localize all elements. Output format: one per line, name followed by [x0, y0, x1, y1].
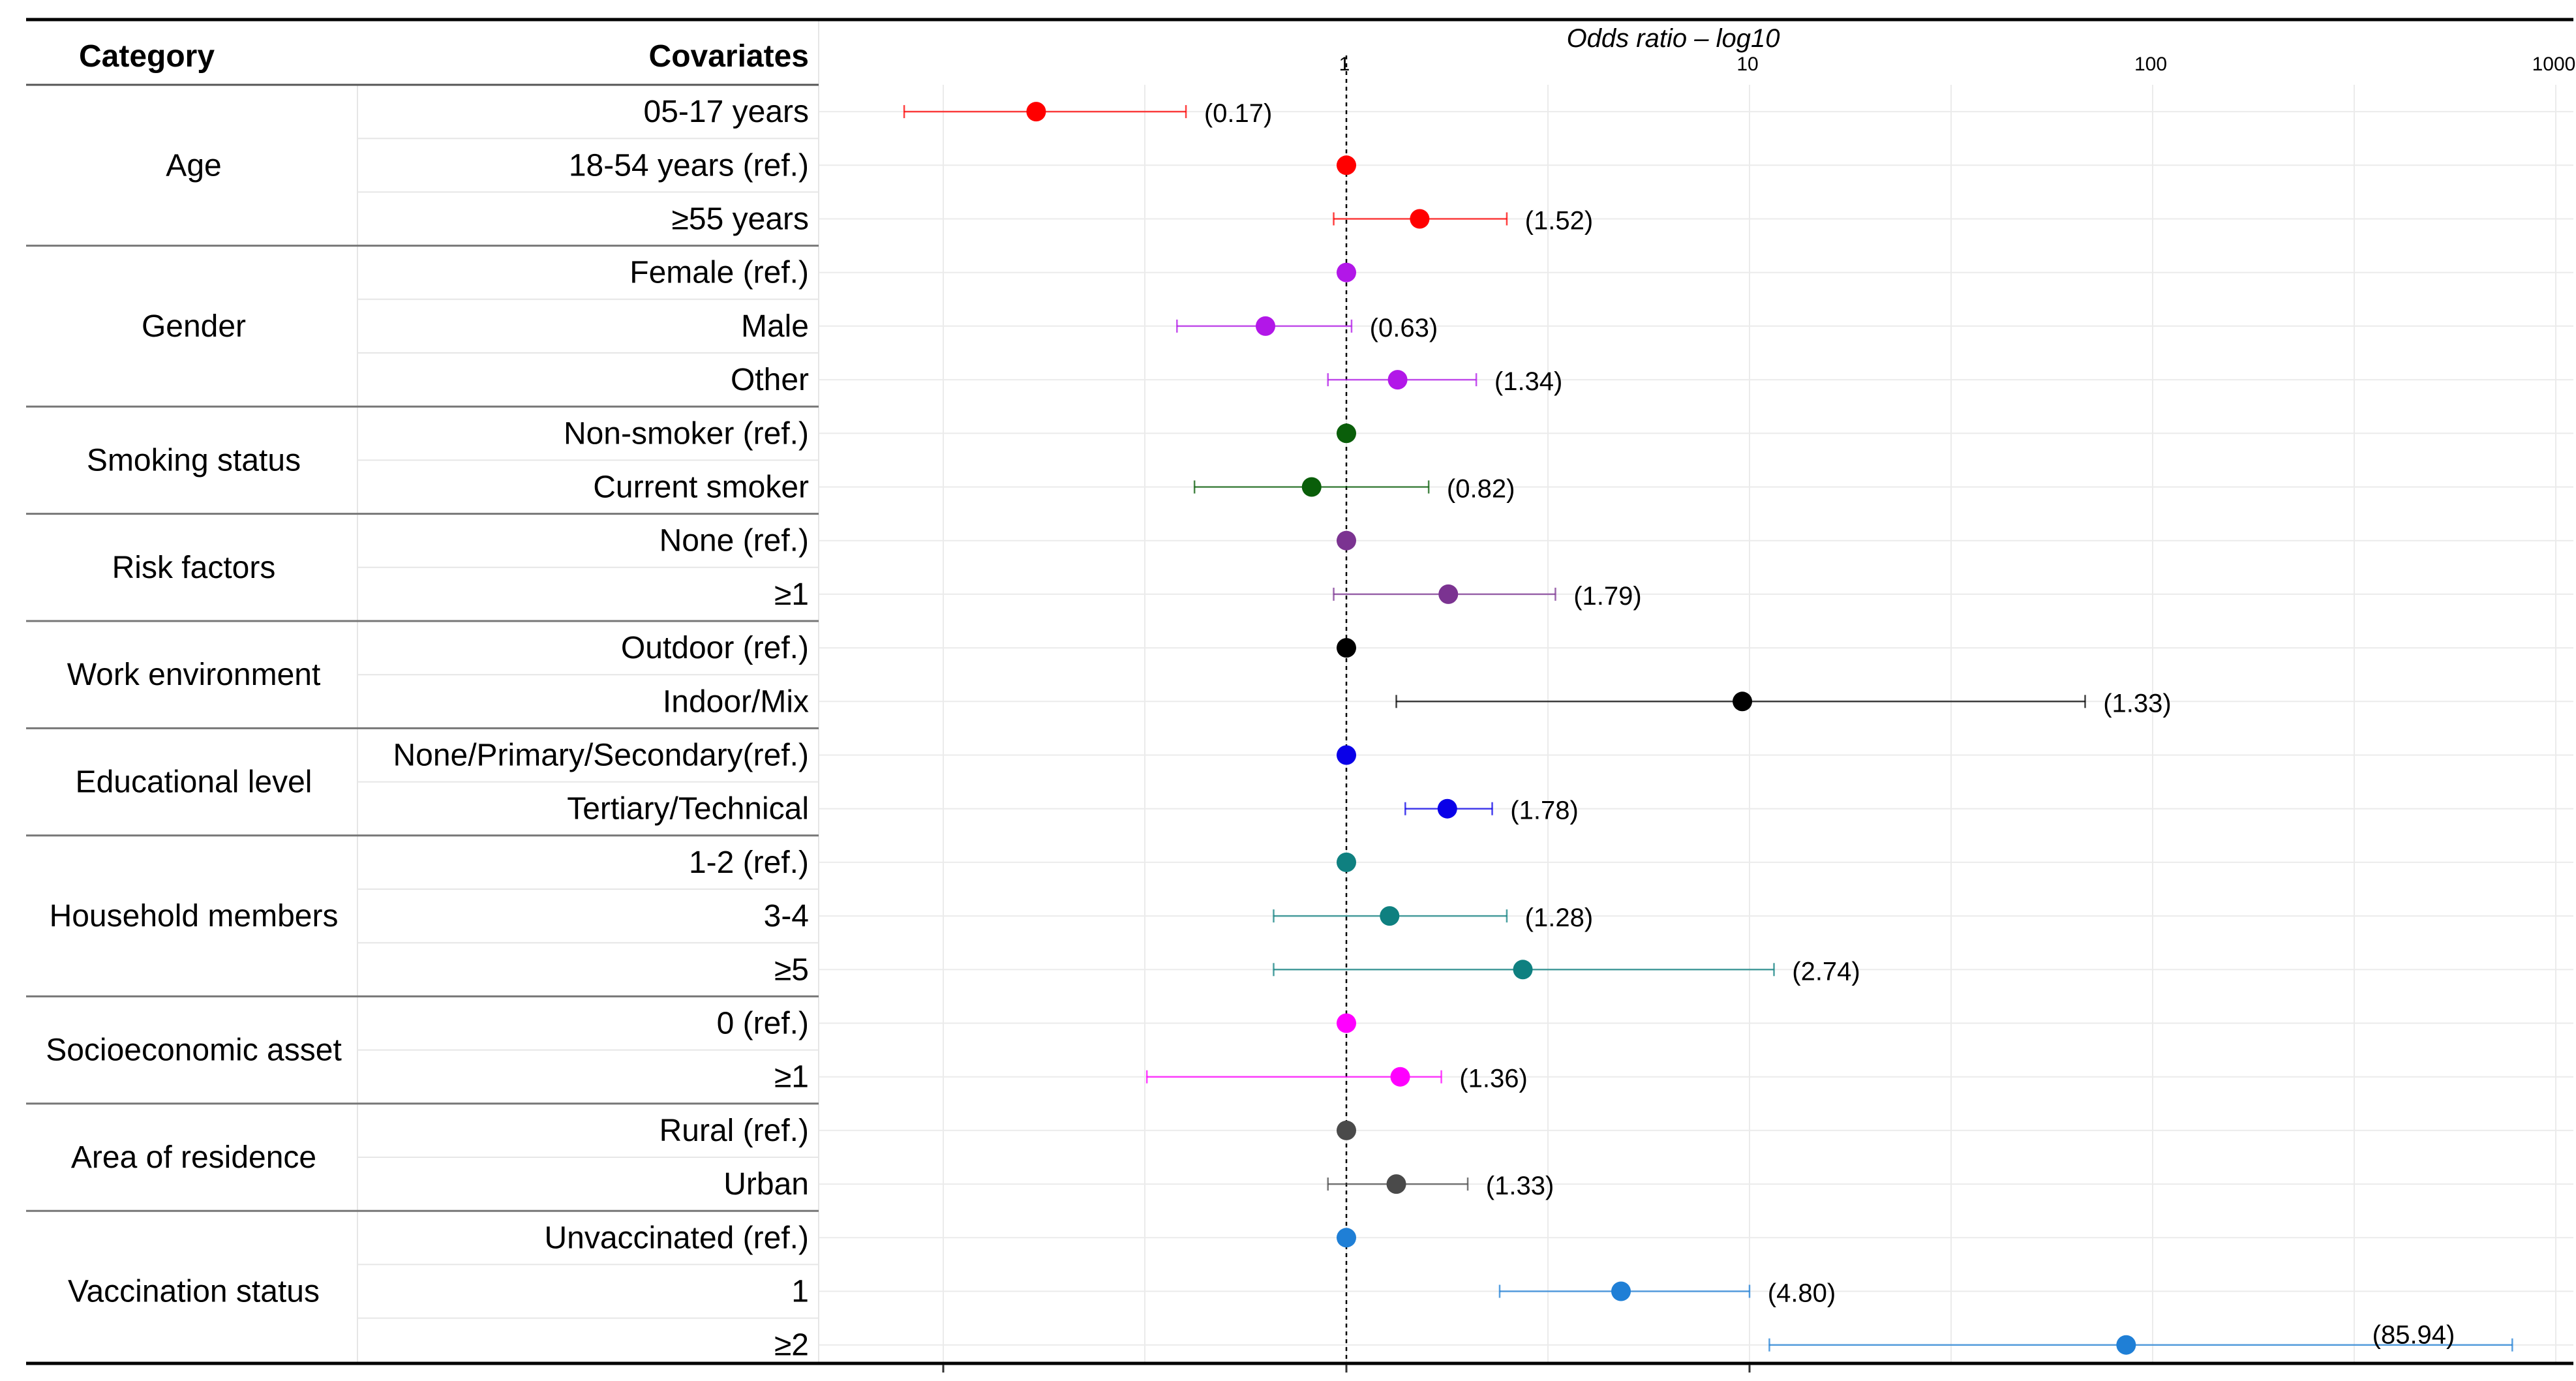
- covariate-label: Indoor/Mix: [663, 684, 809, 719]
- gridlines: [819, 85, 2573, 1363]
- group-work-environment: Work environment Outdoor (ref.) Indoor/Mix…: [67, 631, 2172, 719]
- category-label: Gender: [142, 309, 246, 344]
- covariate-label: 05-17 years: [644, 95, 809, 129]
- axis-title: Odds ratio – log10: [1567, 24, 1780, 53]
- covariate-label: Tertiary/Technical: [567, 792, 809, 827]
- x-tick-label: 1: [1339, 53, 1350, 75]
- covariate-label: 18-54 years (ref.): [569, 148, 809, 183]
- point-estimate: [1337, 745, 1356, 765]
- point-estimate: [1026, 102, 1046, 122]
- point-estimate: [1337, 1013, 1356, 1033]
- category-label: Smoking status: [87, 443, 301, 478]
- covariate-label: ≥5: [774, 952, 809, 987]
- value-label: (1.33): [1486, 1172, 1554, 1200]
- category-label: Vaccination status: [68, 1275, 320, 1309]
- covariate-label: ≥1: [774, 1060, 809, 1095]
- point-estimate: [1611, 1281, 1631, 1301]
- point-estimate: [1387, 370, 1408, 390]
- point-estimate: [1380, 906, 1400, 926]
- header-covariates: Covariates: [649, 39, 809, 74]
- point-estimate: [1437, 798, 1457, 819]
- group-area-of-residence: Area of residence Rural (ref.) Urban (1.33): [71, 1114, 1554, 1202]
- covariate-label: 3-4: [764, 899, 809, 933]
- covariate-label: ≥55 years: [672, 202, 809, 237]
- value-label: (0.82): [1447, 475, 1515, 504]
- covariate-label: Non-smoker (ref.): [564, 416, 809, 451]
- covariate-label: None (ref.): [659, 524, 809, 558]
- point-estimate: [1337, 530, 1356, 551]
- covariate-label: ≥1: [774, 577, 809, 612]
- group-gender: Gender Female (ref.) Male (0.63) Other (1.34): [142, 256, 1562, 397]
- covariate-label: Outdoor (ref.): [621, 631, 809, 665]
- group-socioeconomic-asset: Socioeconomic asset 0 (ref.) ≥1 (1.36): [46, 1007, 1528, 1095]
- point-estimate: [1337, 423, 1356, 444]
- category-label: Household members: [50, 899, 339, 933]
- value-label: (1.78): [1510, 797, 1579, 825]
- value-label: (4.80): [1768, 1279, 1836, 1308]
- point-estimate: [2116, 1335, 2136, 1355]
- covariate-label: Current smoker: [593, 470, 809, 505]
- x-tick-label: 10: [1736, 53, 1758, 75]
- point-estimate: [1337, 638, 1356, 658]
- x-tick-label: 1000: [2532, 53, 2576, 75]
- covariate-label: None/Primary/Secondary(ref.): [393, 738, 809, 773]
- covariate-label: Female (ref.): [629, 256, 809, 290]
- point-estimate: [1513, 960, 1533, 980]
- point-estimate: [1386, 1174, 1406, 1194]
- point-estimate: [1337, 262, 1356, 282]
- category-label: Educational level: [76, 765, 312, 800]
- point-estimate: [1438, 584, 1459, 604]
- point-estimate: [1390, 1067, 1410, 1087]
- category-label: Socioeconomic asset: [46, 1033, 342, 1068]
- value-label: (0.63): [1370, 314, 1438, 342]
- covariate-label: 0 (ref.): [717, 1007, 809, 1041]
- covariate-label: 1-2 (ref.): [689, 845, 809, 880]
- group-educational-level: Educational level None/Primary/Secondary(…: [76, 738, 1579, 827]
- category-label: Risk factors: [112, 551, 276, 585]
- value-label: (1.52): [1525, 207, 1594, 235]
- category-label: Age: [166, 148, 221, 183]
- point-estimate: [1337, 852, 1356, 872]
- point-estimate: [1337, 1228, 1356, 1248]
- point-estimate: [1733, 691, 1753, 712]
- category-label: Work environment: [67, 658, 321, 692]
- covariate-label: 1: [791, 1275, 809, 1309]
- group-risk-factors: Risk factors None (ref.) ≥1 (1.79): [112, 524, 1642, 612]
- covariate-label: Male: [741, 309, 809, 344]
- point-estimate: [1337, 155, 1356, 175]
- header-category: Category: [79, 39, 215, 74]
- value-label: (1.28): [1525, 903, 1594, 932]
- value-label: (1.79): [1573, 582, 1642, 611]
- value-label: (85.94): [2372, 1321, 2455, 1350]
- value-label: (1.36): [1459, 1065, 1528, 1093]
- value-label: (1.34): [1494, 367, 1563, 396]
- point-estimate: [1301, 477, 1322, 497]
- point-estimate: [1410, 209, 1430, 229]
- covariate-label: ≥2: [774, 1328, 809, 1363]
- point-estimate: [1255, 316, 1275, 336]
- point-estimate: [1337, 1120, 1356, 1140]
- covariate-label: Other: [731, 363, 809, 397]
- covariate-label: Urban: [723, 1167, 809, 1202]
- x-tick-label: 100: [2134, 53, 2167, 75]
- value-label: (0.17): [1204, 99, 1273, 128]
- covariate-label: Rural (ref.): [659, 1114, 809, 1148]
- group-age: Age 05-17 years (0.17) 18-54 years (ref.) ≥5…: [166, 95, 1593, 236]
- value-label: (1.33): [2103, 689, 2172, 718]
- group-smoking-status: Smoking status Non-smoker (ref.) Current s…: [87, 416, 1515, 504]
- group-household-members: Household members 1-2 (ref.) 3-4 (1.28) ≥5 (2…: [50, 845, 1860, 987]
- group-vaccination-status: Vaccination status Unvaccinated (ref.) 1 (4…: [68, 1221, 2513, 1363]
- covariate-label: Unvaccinated (ref.): [545, 1221, 810, 1255]
- category-label: Area of residence: [71, 1140, 316, 1175]
- value-label: (2.74): [1792, 957, 1860, 986]
